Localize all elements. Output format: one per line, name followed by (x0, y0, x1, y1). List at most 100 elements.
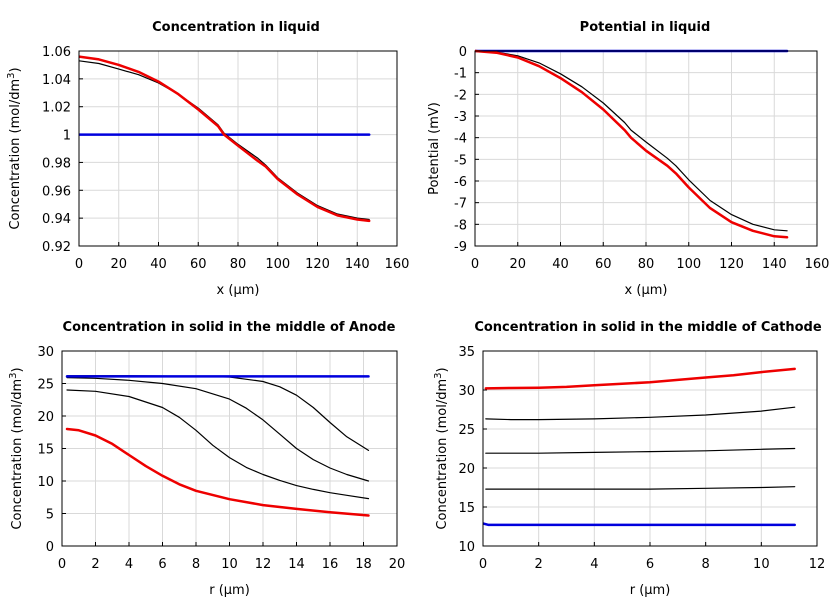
y-tick-label: 0.92 (42, 240, 71, 255)
y-tick-label: 1.02 (42, 101, 71, 116)
x-tick-label: 0 (58, 557, 66, 572)
chart-panel-3: 0 2 4 6 8 10 12 14 16 18 20 0 5 10 15 20 25 30 Concentrati… (8, 320, 405, 598)
series-line-t1 (485, 406, 796, 421)
y-tick-label: 5 (46, 508, 54, 523)
series-line-t1 (79, 60, 370, 221)
y-axis-label: Potential (mV) (427, 102, 442, 195)
y-axis-label-end: ) (435, 367, 450, 372)
plot-frame (474, 50, 818, 247)
x-tick-label: 140 (762, 257, 787, 272)
x-tick-label: 0 (471, 257, 479, 272)
y-tick-label: 30 (458, 384, 475, 399)
chart-panel-2: 0 20 40 60 80 100 120 140 160 -9 -8 -7 -6 -5 -4 -3 -2 -1 0… (427, 20, 829, 298)
chart-title: Potential in liquid (580, 20, 711, 35)
y-axis-label-superscript: 3 (433, 373, 444, 379)
chart-panel-1: 0 20 40 60 80 100 120 140 160 0.92 0.94 0.96 0.98 1 1.… (6, 20, 409, 298)
y-tick-label: 10 (458, 540, 475, 555)
chart-title: Concentration in solid in the middle of … (474, 320, 822, 335)
x-tick-label: 8 (192, 557, 200, 572)
chart-title: Concentration in liquid (152, 20, 320, 35)
x-tick-label: 40 (552, 257, 569, 272)
y-axis-label-end: ) (10, 367, 25, 372)
x-tick-label: 160 (805, 257, 830, 272)
y-tick-label: 15 (37, 443, 54, 458)
y-tick-label: 0.96 (42, 184, 71, 199)
x-tick-label: 12 (809, 557, 826, 572)
y-tick-label: -1 (454, 67, 467, 82)
x-tick-label: 20 (389, 557, 406, 572)
y-tick-label: 1.04 (42, 73, 71, 88)
y-axis-label: Concentration (mol/dm3) (8, 367, 25, 529)
y-tick-label: -4 (454, 132, 467, 147)
x-tick-label: 100 (265, 257, 290, 272)
y-tick-label: -6 (454, 175, 467, 190)
series-line-t2 (66, 377, 370, 482)
y-tick-label: 25 (458, 423, 475, 438)
x-tick-label: 6 (646, 557, 654, 572)
series-line-t1 (66, 375, 370, 451)
x-tick-label: 20 (509, 257, 526, 272)
x-tick-label: 140 (345, 257, 370, 272)
x-tick-label: 80 (230, 257, 247, 272)
y-tick-label: 0.94 (42, 212, 71, 227)
plot-frame (61, 350, 398, 547)
x-tick-label: 10 (753, 557, 770, 572)
x-axis-label: r (µm) (630, 583, 671, 598)
x-tick-label: 16 (322, 557, 339, 572)
x-tick-label: 100 (676, 257, 701, 272)
y-axis-label-end: ) (8, 67, 23, 72)
x-tick-label: 60 (595, 257, 612, 272)
x-tick-label: 4 (125, 557, 133, 572)
x-tick-label: 2 (91, 557, 99, 572)
x-tick-label: 0 (75, 257, 83, 272)
x-tick-label: 60 (190, 257, 207, 272)
y-tick-label: 1.06 (42, 45, 71, 60)
y-tick-label: 1 (63, 129, 71, 144)
x-tick-label: 4 (590, 557, 598, 572)
chart-panel-4: 0 2 4 6 8 10 12 10 15 20 25 30 35 Concentration in so… (433, 320, 825, 598)
x-axis-label: x (µm) (625, 283, 668, 298)
y-axis-label: Concentration (mol/dm3) (433, 367, 450, 529)
y-axis-label: Concentration (mol/dm3) (6, 67, 23, 229)
x-tick-label: 10 (221, 557, 238, 572)
x-tick-label: 8 (702, 557, 710, 572)
plot-frame (78, 50, 398, 247)
y-tick-label: -3 (454, 110, 467, 125)
series-line-t3 (485, 486, 796, 490)
series-line-t3 (66, 389, 370, 500)
series-line-t2 (485, 447, 796, 454)
y-tick-label: 0 (459, 45, 467, 60)
y-axis-label-superscript: 3 (8, 373, 19, 379)
series-line-t4 (65, 427, 370, 517)
y-tick-label: 25 (37, 378, 54, 393)
y-tick-label: -8 (454, 218, 467, 233)
y-tick-label: 10 (37, 475, 54, 490)
x-tick-label: 12 (255, 557, 272, 572)
x-tick-label: 14 (288, 557, 305, 572)
y-tick-label: 15 (458, 501, 475, 516)
chart-title: Concentration in solid in the middle of … (63, 320, 396, 335)
x-tick-label: 80 (638, 257, 655, 272)
series-line-t2 (475, 49, 789, 239)
y-tick-label: 20 (37, 410, 54, 425)
x-tick-label: 2 (535, 557, 543, 572)
y-axis-label-text: Concentration (mol/dm (8, 79, 23, 230)
x-axis-label: r (µm) (209, 583, 250, 598)
series-line-t2 (79, 55, 371, 223)
y-tick-label: 0 (46, 540, 54, 555)
x-tick-label: 160 (385, 257, 410, 272)
y-axis-label-superscript: 3 (6, 73, 17, 79)
x-tick-label: 40 (150, 257, 167, 272)
series-line-t4 (484, 367, 796, 390)
y-axis-label-text: Concentration (mol/dm (435, 379, 450, 530)
x-tick-label: 6 (158, 557, 166, 572)
series-line-t1 (475, 50, 788, 232)
y-tick-label: -5 (454, 153, 467, 168)
y-tick-label: -2 (454, 88, 467, 103)
series-line-t0 (483, 522, 796, 527)
y-axis-label-text: Concentration (mol/dm (10, 379, 25, 530)
y-tick-label: 20 (458, 462, 475, 477)
plot-frame (482, 350, 818, 547)
y-tick-label: -7 (454, 197, 467, 212)
